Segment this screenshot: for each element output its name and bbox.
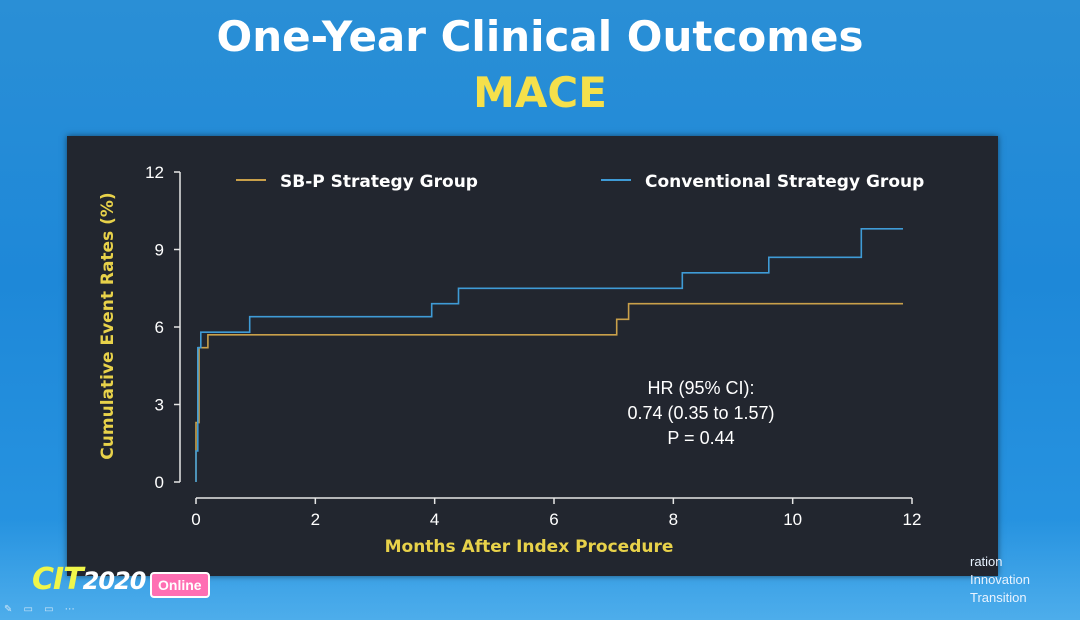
x-tick-label: 12 [903, 510, 922, 529]
tagline-line: Transition [970, 590, 1027, 605]
x-tick-label: 6 [549, 510, 558, 529]
chart-legend: SB-P Strategy Group Conventional Strategy… [236, 172, 924, 192]
legend-label: SB-P Strategy Group [280, 172, 478, 192]
x-tick-label: 2 [311, 510, 320, 529]
y-tick-label: 6 [155, 318, 164, 337]
x-axis-label: Months After Index Procedure [385, 537, 674, 557]
chart-panel: 0 3 6 9 12 0 2 4 6 8 10 12 SB-P Strategy Group Conve… [67, 136, 998, 576]
chart-axes: 0 3 6 9 12 0 2 4 6 8 10 12 [145, 163, 921, 529]
slide-title: One-Year Clinical Outcomes [216, 12, 864, 61]
y-tick-label: 12 [145, 163, 164, 182]
cit-logo: CIT2020 [32, 562, 147, 597]
legend-label: Conventional Strategy Group [645, 172, 924, 192]
x-tick-label: 10 [783, 510, 802, 529]
annotation-line: P = 0.44 [667, 428, 734, 448]
chart-lines [195, 228, 903, 482]
slide-subtitle: MACE [473, 68, 607, 117]
series-line [195, 228, 903, 482]
x-tick-label: 8 [669, 510, 678, 529]
logo-text: CIT [32, 562, 84, 597]
y-tick-label: 9 [155, 241, 164, 260]
y-tick-label: 3 [155, 396, 164, 415]
series-line [195, 302, 903, 482]
y-tick-label: 0 [155, 473, 164, 492]
annotation-line: HR (95% CI): [647, 378, 754, 398]
logo-year: 2020 [82, 567, 147, 595]
player-controls-icon[interactable]: ✎ ▭ ▭ ⋯ [4, 604, 79, 615]
x-tick-label: 4 [430, 510, 439, 529]
km-chart: 0 3 6 9 12 0 2 4 6 8 10 12 SB-P Strategy Group Conve… [98, 163, 924, 557]
y-axis-label: Cumulative Event Rates (%) [98, 192, 118, 459]
x-tick-label: 0 [191, 510, 200, 529]
hr-annotation: HR (95% CI): 0.74 (0.35 to 1.57) P = 0.4… [627, 378, 774, 448]
online-badge: Online [150, 572, 210, 598]
annotation-line: 0.74 (0.35 to 1.57) [627, 403, 774, 423]
tagline-line: Innovation [970, 572, 1030, 587]
tagline-line: ration [970, 554, 1003, 569]
